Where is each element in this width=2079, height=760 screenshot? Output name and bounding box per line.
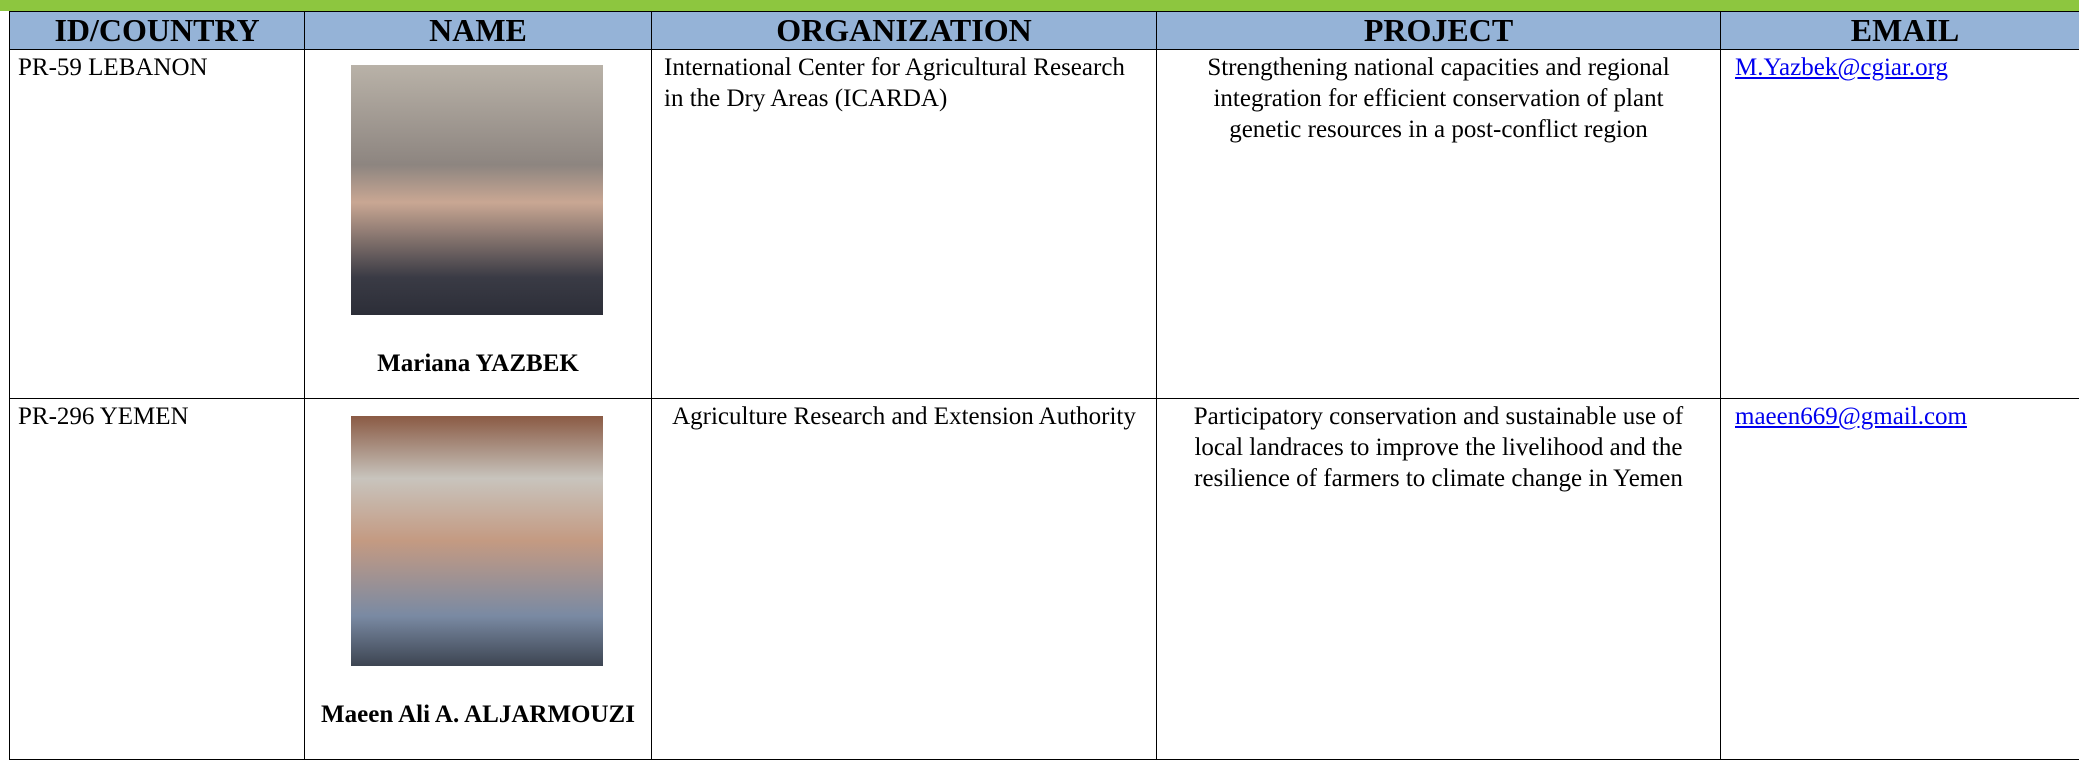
row: PR-296 YEMEN Maeen Ali A. ALJARMOUZI Agr… bbox=[10, 399, 2079, 760]
email-link[interactable]: M.Yazbek@cgiar.org bbox=[1735, 54, 1948, 81]
project: Participatory conservation and sustainab… bbox=[1157, 399, 1721, 760]
header-row: ID/COUNTRY NAME ORGANIZATION PROJECT EMA… bbox=[10, 12, 2079, 50]
name-cell: Maeen Ali A. ALJARMOUZI bbox=[305, 399, 652, 760]
email-cell: maeen669@gmail.com bbox=[1721, 399, 2079, 760]
photo bbox=[351, 416, 603, 666]
person-name: Mariana YAZBEK bbox=[305, 348, 651, 379]
row: PR-59 LEBANON Mariana YAZBEK Internation… bbox=[10, 50, 2079, 399]
email-cell: M.Yazbek@cgiar.org bbox=[1721, 50, 2079, 399]
column-header: NAME bbox=[305, 12, 652, 50]
people-table: ID/COUNTRY NAME ORGANIZATION PROJECT EMA… bbox=[9, 11, 2079, 760]
column-header: ID/COUNTRY bbox=[10, 12, 305, 50]
person-name: Maeen Ali A. ALJARMOUZI bbox=[305, 699, 651, 730]
organization: International Center for Agricultural Re… bbox=[652, 50, 1157, 399]
project: Strengthening national capacities and re… bbox=[1157, 50, 1721, 399]
id-country: PR-296 YEMEN bbox=[10, 399, 305, 760]
column-header: ORGANIZATION bbox=[652, 12, 1157, 50]
organization: Agriculture Research and Extension Autho… bbox=[652, 399, 1157, 760]
photo bbox=[351, 65, 603, 315]
column-header: PROJECT bbox=[1157, 12, 1721, 50]
id-country: PR-59 LEBANON bbox=[10, 50, 305, 399]
email-link[interactable]: maeen669@gmail.com bbox=[1735, 403, 1967, 430]
top-bar bbox=[0, 0, 2079, 11]
name-cell: Mariana YAZBEK bbox=[305, 50, 652, 399]
column-header: EMAIL bbox=[1721, 12, 2079, 50]
